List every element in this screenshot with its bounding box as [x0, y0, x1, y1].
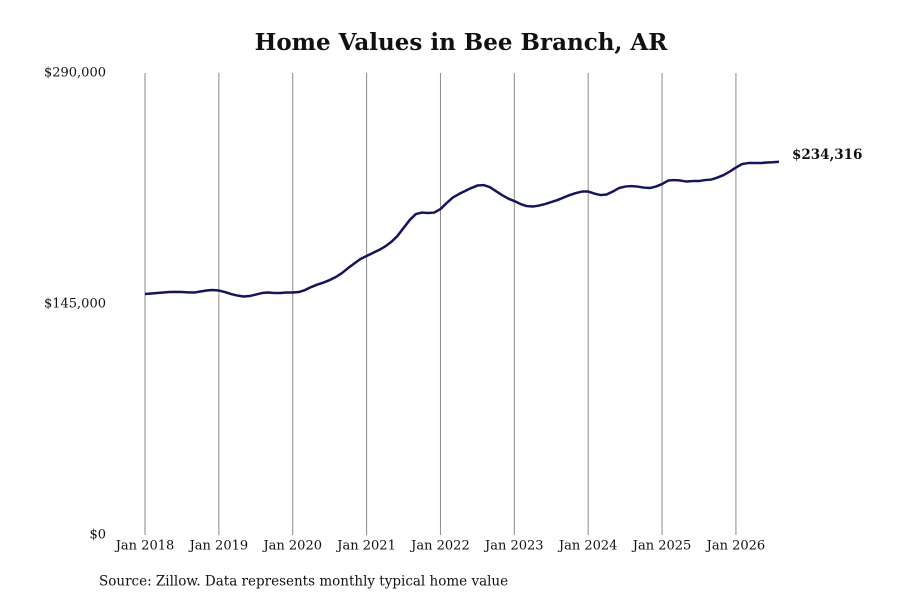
y-tick-label: $290,000	[44, 66, 106, 81]
value-label: $234,316	[792, 147, 862, 163]
x-tick-label: Jan 2021	[335, 539, 396, 554]
source-note: Source: Zillow. Data represents monthly …	[99, 574, 508, 590]
x-tick-label: Jan 2022	[409, 539, 470, 554]
y-tick-label: $145,000	[44, 297, 106, 312]
x-tick-label: Jan 2024	[557, 539, 618, 554]
x-tick-label: Jan 2018	[114, 539, 175, 554]
x-tick-label: Jan 2023	[483, 539, 544, 554]
x-tick-label: Jan 2020	[261, 539, 322, 554]
line	[144, 160, 780, 298]
x-tick-label: Jan 2019	[188, 539, 249, 554]
chart-title: Home Values in Bee Branch, AR	[255, 29, 669, 56]
y-tick-label: $0	[89, 528, 106, 543]
x-tick-label: Jan 2025	[631, 539, 692, 554]
x-tick-label: Jan 2026	[705, 539, 766, 554]
